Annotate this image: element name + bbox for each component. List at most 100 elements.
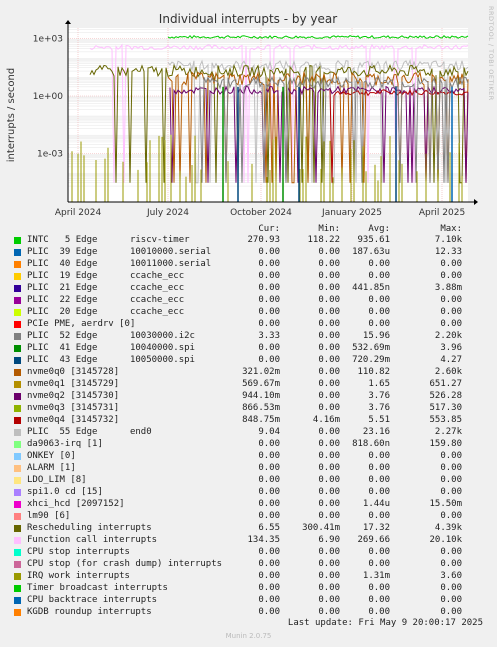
- chart-title: Individual interrupts - by year: [159, 12, 337, 26]
- legend-series-name: nvme0q0 [3145728]: [27, 367, 120, 377]
- legend-value-max: 2.60k: [434, 367, 462, 377]
- legend-value-min: 0.00: [318, 331, 340, 341]
- legend-swatch: [14, 561, 21, 568]
- legend-swatch: [14, 549, 21, 556]
- legend-series-name: nvme0q2 [3145730]: [27, 391, 120, 401]
- legend-value-avg: 0.00: [368, 547, 390, 557]
- legend-row: PLIC 22 Edge ccache_ecc 0.00 0.00 0.00 0.00: [0, 295, 497, 307]
- legend-value-min: 0.00: [318, 499, 340, 509]
- legend-series-name: PCIe PME, aerdrv [0]: [27, 319, 136, 329]
- legend-swatch: [14, 429, 21, 436]
- legend-swatch: [14, 609, 21, 616]
- legend-value-max: 0.00: [440, 271, 462, 281]
- legend-series-name: CPU backtrace interrupts: [27, 595, 158, 605]
- legend-swatch: [14, 405, 21, 412]
- legend-value-min: 6.90: [318, 535, 340, 545]
- legend-row: PLIC 43 Edge 10050000.spi 0.00 0.00 720.29m…: [0, 355, 497, 367]
- legend-value-min: 118.22: [307, 235, 340, 245]
- series-line-intc: [167, 34, 469, 40]
- legend-value-min: 0.00: [318, 283, 340, 293]
- legend-series-name: ALARM [1]: [27, 463, 76, 473]
- legend-row: da9063-irq [1] 0.00 0.00 818.60n 159.80: [0, 439, 497, 451]
- legend-value-min: 0.00: [318, 607, 340, 617]
- legend-value-min: 0.00: [318, 271, 340, 281]
- legend-value-min: 0.00: [318, 547, 340, 557]
- x-tick-label: October 2024: [230, 208, 292, 218]
- legend-series-name: spi1.0 cd [15]: [27, 487, 103, 497]
- legend-value-avg: 0.00: [368, 271, 390, 281]
- legend-value-avg: 0.00: [368, 319, 390, 329]
- legend-value-min: 0.00: [318, 403, 340, 413]
- last-update: Last update: Fri May 9 20:00:17 2025: [287, 618, 483, 628]
- legend-value-min: 0.00: [318, 247, 340, 257]
- legend-value-max: 0.00: [440, 451, 462, 461]
- legend-value-avg: 0.00: [368, 463, 390, 473]
- legend-series-name: PLIC 39 Edge 10010000.serial: [27, 247, 212, 257]
- legend-value-cur: 0.00: [258, 319, 280, 329]
- legend-value-cur: 848.75m: [242, 415, 280, 425]
- legend-swatch: [14, 501, 21, 508]
- legend-value-max: 2.20k: [434, 331, 462, 341]
- legend-row: PLIC 39 Edge 10010000.serial 0.00 0.00 187.…: [0, 247, 497, 259]
- rrdtool-credit: RRDTOOL / TOBI OETIKER: [487, 6, 495, 101]
- legend-value-min: 0.00: [318, 343, 340, 353]
- legend-series-name: CPU stop interrupts: [27, 547, 130, 557]
- series-line-nvme0q2: [169, 85, 469, 183]
- legend-column-header: Min:: [318, 224, 340, 234]
- legend-value-avg: 0.00: [368, 475, 390, 485]
- legend-value-max: 0.00: [440, 475, 462, 485]
- legend-value-min: 0.00: [318, 571, 340, 581]
- legend-value-max: 3.96: [440, 343, 462, 353]
- legend-value-cur: 3.33: [258, 331, 280, 341]
- legend-value-cur: 0.00: [258, 499, 280, 509]
- legend-value-avg: 0.00: [368, 607, 390, 617]
- legend-swatch: [14, 333, 21, 340]
- legend-row: PLIC 21 Edge ccache_ecc 0.00 0.00 441.85n 3.…: [0, 283, 497, 295]
- legend-value-max: 0.00: [440, 595, 462, 605]
- legend-value-max: 0.00: [440, 307, 462, 317]
- y-tick-label: 1e+00: [33, 92, 64, 102]
- legend-series-name: da9063-irq [1]: [27, 439, 103, 449]
- legend-value-max: 4.39k: [434, 523, 462, 533]
- legend-swatch: [14, 393, 21, 400]
- legend-swatch: [14, 453, 21, 460]
- legend-series-name: xhci_hcd [2097152]: [27, 499, 125, 509]
- legend-value-cur: 944.10m: [242, 391, 280, 401]
- legend-value-cur: 9.04: [258, 427, 280, 437]
- legend-value-avg: 0.00: [368, 451, 390, 461]
- legend-value-cur: 0.00: [258, 511, 280, 521]
- legend-value-min: 0.00: [318, 367, 340, 377]
- x-tick-label: July 2024: [146, 208, 189, 218]
- legend-swatch: [14, 261, 21, 268]
- legend-value-avg: 441.85n: [352, 283, 390, 293]
- legend-series-name: CPU stop (for crash dump) interrupts: [27, 559, 223, 569]
- legend-value-min: 0.00: [318, 295, 340, 305]
- chart: Individual interrupts - by year interrupt…: [0, 0, 497, 220]
- legend-value-min: 0.00: [318, 379, 340, 389]
- legend-value-max: 20.10k: [429, 535, 462, 545]
- munin-footer: Munin 2.0.75: [225, 632, 272, 640]
- chart-plot: Individual interrupts - by year interrupt…: [6, 12, 478, 218]
- legend-series-name: Timer broadcast interrupts: [27, 583, 168, 593]
- legend-value-cur: 321.02m: [242, 367, 280, 377]
- legend-value-max: 517.30: [429, 403, 462, 413]
- legend-series-name: nvme0q1 [3145729]: [27, 379, 120, 389]
- legend-column-header: Avg:: [368, 224, 390, 234]
- legend-value-avg: 1.65: [368, 379, 390, 389]
- legend-row: spi1.0 cd [15] 0.00 0.00 0.00 0.00: [0, 487, 497, 499]
- y-axis-arrow: [65, 20, 71, 24]
- legend-value-min: 0.00: [318, 559, 340, 569]
- legend-series-name: PLIC 22 Edge ccache_ecc: [27, 295, 185, 305]
- legend-value-cur: 0.00: [258, 607, 280, 617]
- legend-series-name: PLIC 21 Edge ccache_ecc: [27, 283, 185, 293]
- legend-row: CPU backtrace interrupts 0.00 0.00 0.00 0.00: [0, 595, 497, 607]
- legend-series-name: Function call interrupts: [27, 535, 158, 545]
- legend-value-min: 0.00: [318, 463, 340, 473]
- legend-value-cur: 0.00: [258, 583, 280, 593]
- legend-value-cur: 0.00: [258, 451, 280, 461]
- legend-series-name: Rescheduling interrupts: [27, 523, 152, 533]
- legend-value-avg: 0.00: [368, 259, 390, 269]
- legend-swatch: [14, 489, 21, 496]
- legend-value-cur: 270.93: [247, 235, 280, 245]
- legend-row: PLIC 40 Edge 10011000.serial 0.00 0.00 0.00…: [0, 259, 497, 271]
